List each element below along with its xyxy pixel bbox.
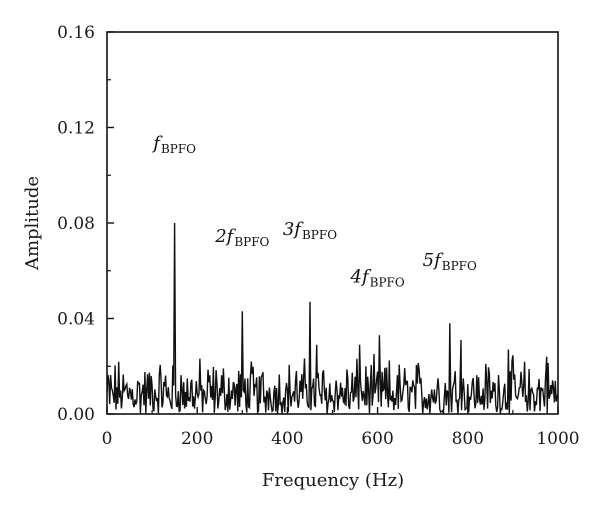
harmonic-label-1: fBPFO (151, 133, 196, 156)
x-axis-title: Frequency (Hz) (262, 470, 404, 491)
x-tick-label-200: 200 (181, 429, 213, 449)
y-axis-title: Amplitude (22, 176, 43, 271)
plot-layer (106, 222, 559, 416)
x-tick-label-1000: 1000 (536, 429, 579, 449)
y-tick-label-2: 0.08 (57, 214, 95, 234)
harmonic-label-2: 2fBPFO (214, 226, 269, 249)
harmonic-label-3: 3fBPFO (283, 219, 337, 242)
spectrum-line (106, 222, 559, 416)
x-tick-label-600: 600 (361, 429, 393, 449)
x-tick-label-400: 400 (271, 429, 303, 449)
annotation-layer: fBPFO 2fBPFO 3fBPFO 4fBPFO 5fBPFO (151, 133, 477, 290)
y-tick-label-0: 0.00 (57, 405, 95, 425)
x-tick-label-800: 800 (452, 429, 484, 449)
y-tick-label-3: 0.12 (57, 119, 95, 139)
x-tick-label-0: 0 (102, 429, 113, 449)
harmonic-label-5: 5fBPFO (423, 250, 477, 273)
harmonic-label-4: 4fBPFO (350, 267, 405, 290)
axes-layer: 0 200 400 600 800 1000 0.00 0.04 0.08 0.12 0.16 (57, 23, 579, 449)
label-layer: Frequency (Hz) Amplitude (22, 176, 404, 491)
y-tick-label-1: 0.04 (57, 310, 95, 330)
y-tick-label-4: 0.16 (57, 23, 95, 43)
